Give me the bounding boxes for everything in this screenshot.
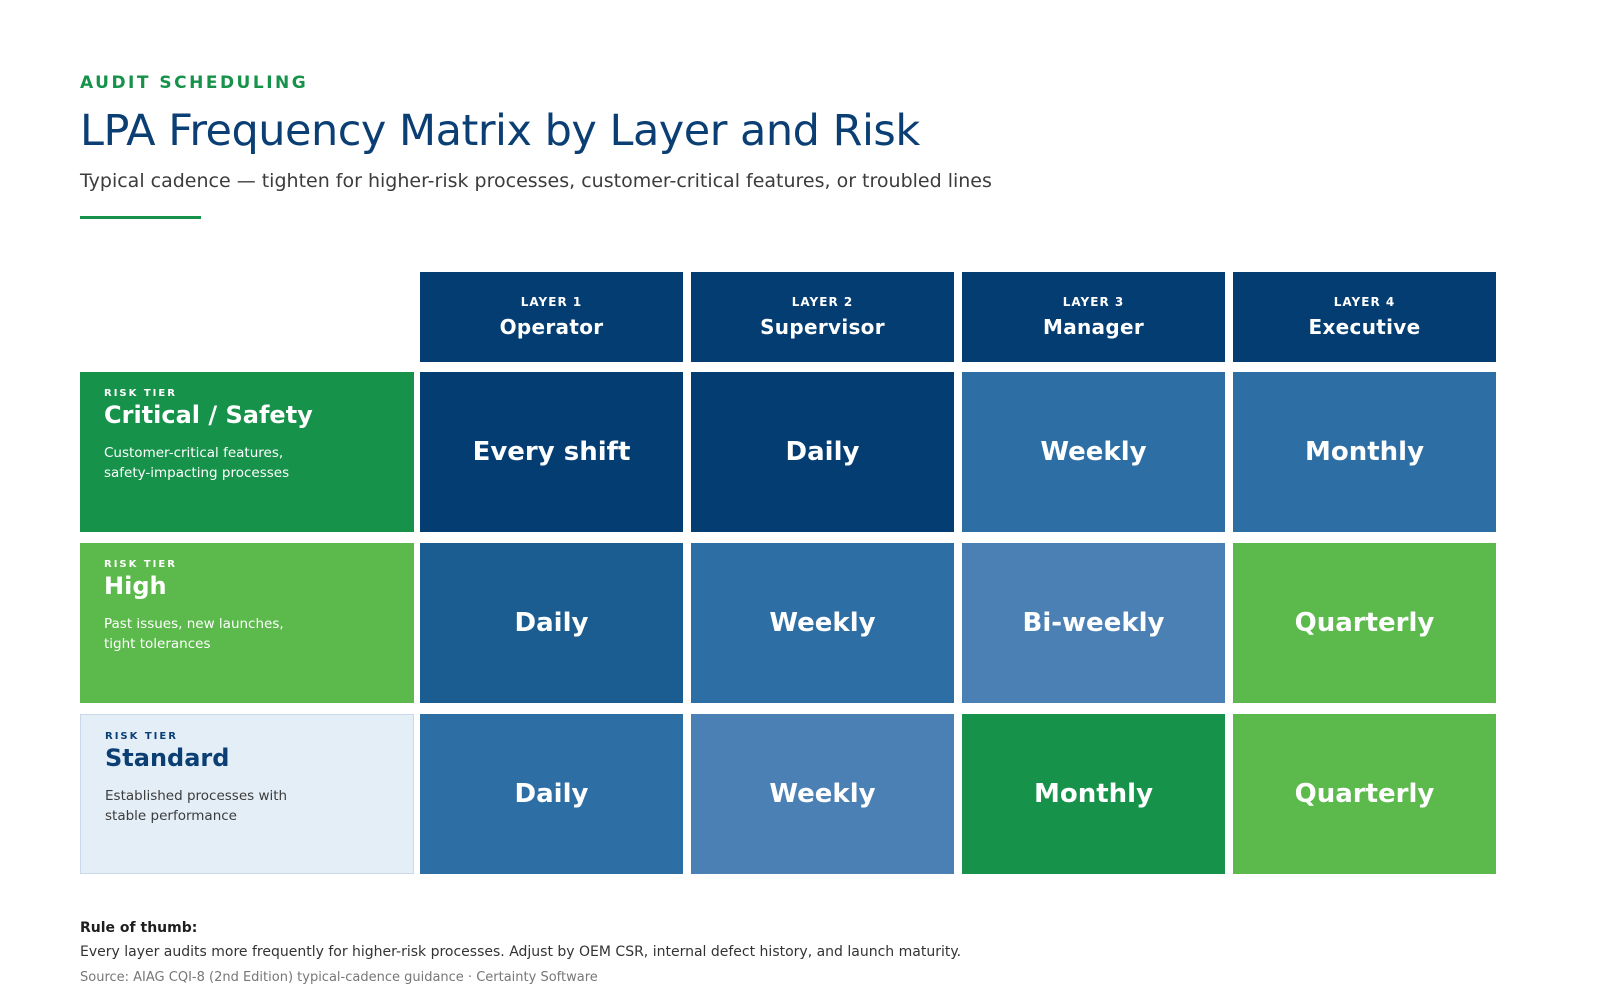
matrix-cell: Daily — [691, 372, 954, 532]
risk-tier-name: Critical / Safety — [104, 401, 313, 429]
column-layer-label: LAYER 1 — [520, 295, 583, 309]
column-layer-label: LAYER 2 — [791, 295, 854, 309]
matrix-cell: Weekly — [691, 543, 954, 703]
matrix-cell: Weekly — [962, 372, 1225, 532]
column-layer-label: LAYER 4 — [1333, 295, 1396, 309]
risk-tier-label: RISK TIER — [104, 388, 177, 399]
matrix-cell: Quarterly — [1233, 543, 1496, 703]
matrix-cell: Bi-weekly — [962, 543, 1225, 703]
risk-tier-name: High — [104, 572, 167, 600]
column-header-layer-2: LAYER 2 Supervisor — [691, 272, 954, 362]
column-role-label: Operator — [499, 315, 604, 339]
matrix-cell: Monthly — [1233, 372, 1496, 532]
accent-divider — [80, 216, 201, 219]
column-layer-label: LAYER 3 — [1062, 295, 1125, 309]
column-role-label: Manager — [1043, 315, 1144, 339]
matrix-cell: Every shift — [420, 372, 683, 532]
matrix-cell: Quarterly — [1233, 714, 1496, 874]
column-header-layer-3: LAYER 3 Manager — [962, 272, 1225, 362]
eyebrow-label: AUDIT SCHEDULING — [80, 73, 309, 93]
page-title: LPA Frequency Matrix by Layer and Risk — [80, 106, 920, 156]
row-header-critical-safety: RISK TIER Critical / Safety Customer-cri… — [80, 372, 414, 532]
risk-tier-description: Customer-critical features, safety-impac… — [104, 445, 290, 481]
risk-tier-description: Past issues, new launches, tight toleran… — [104, 616, 284, 652]
risk-tier-label: RISK TIER — [104, 559, 177, 570]
risk-tier-label: RISK TIER — [105, 731, 178, 742]
rule-of-thumb-text: Every layer audits more frequently for h… — [80, 944, 962, 960]
column-header-layer-1: LAYER 1 Operator — [420, 272, 683, 362]
risk-tier-description: Established processes with stable perfor… — [105, 788, 288, 824]
column-role-label: Executive — [1308, 315, 1421, 339]
column-role-label: Supervisor — [760, 315, 885, 339]
column-header-layer-4: LAYER 4 Executive — [1233, 272, 1496, 362]
row-header-high: RISK TIER High Past issues, new launches… — [80, 543, 414, 703]
matrix-cell: Monthly — [962, 714, 1225, 874]
rule-of-thumb-heading: Rule of thumb: — [80, 920, 198, 936]
matrix-cell: Daily — [420, 543, 683, 703]
source-note: Source: AIAG CQI-8 (2nd Edition) typical… — [80, 970, 598, 985]
page-subtitle: Typical cadence — tighten for higher-ris… — [80, 170, 992, 192]
matrix-cell: Weekly — [691, 714, 954, 874]
risk-tier-name: Standard — [105, 744, 230, 772]
row-header-standard: RISK TIER Standard Established processes… — [80, 714, 414, 874]
matrix-cell: Daily — [420, 714, 683, 874]
